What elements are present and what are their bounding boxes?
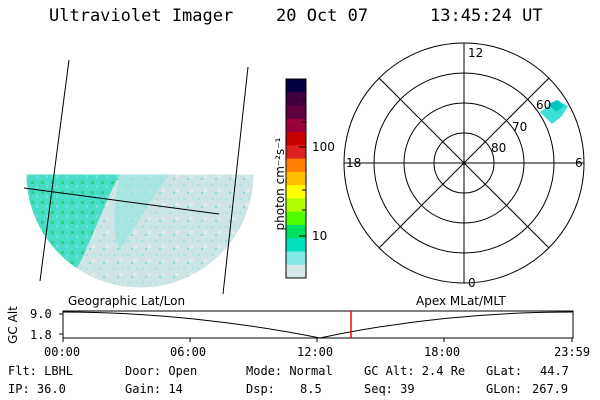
status-gcalt: GC Alt: 2.4 Re bbox=[364, 364, 466, 378]
mlt-label-0: 0 bbox=[468, 276, 476, 290]
altitude-ytick-min: 1.8 bbox=[30, 328, 52, 342]
mlt-label-18: 18 bbox=[346, 156, 362, 170]
geo-meridian-line bbox=[222, 66, 249, 295]
geo-image bbox=[23, 59, 255, 295]
status-dsp-label: Dsp: bbox=[246, 382, 275, 396]
colorbar-band bbox=[286, 238, 306, 252]
colorbar-band bbox=[286, 92, 306, 107]
status-glon-label: GLon: bbox=[486, 382, 523, 396]
status-glon-value: 267.9 bbox=[532, 382, 569, 396]
colorbar-band bbox=[286, 224, 306, 239]
altitude-curve bbox=[62, 311, 574, 339]
colorbar-band bbox=[286, 185, 306, 199]
altitude-xtick: 23:59 bbox=[554, 345, 591, 359]
colorbar-band bbox=[286, 79, 306, 93]
status-glat-value: 44.7 bbox=[540, 364, 569, 378]
status-ip: IP: 36.0 bbox=[8, 382, 66, 396]
colorbar-band bbox=[286, 118, 306, 133]
geo-meridian-line bbox=[39, 59, 70, 282]
altitude-xtick: 00:00 bbox=[44, 345, 81, 359]
lat-label-80: 80 bbox=[491, 141, 507, 155]
lat-label-60: 60 bbox=[536, 98, 552, 112]
colorbar-band bbox=[286, 171, 306, 186]
altitude-xtick: 06:00 bbox=[170, 345, 207, 359]
colorbar-band bbox=[286, 198, 306, 213]
status-glat-label: GLat: bbox=[486, 364, 523, 378]
status-mode: Mode: Normal bbox=[246, 364, 333, 378]
polar-plot bbox=[343, 42, 585, 284]
colorbar-band bbox=[286, 211, 306, 226]
altitude-ylabel: GC Alt bbox=[5, 306, 20, 344]
altitude-xtick: 18:00 bbox=[424, 345, 461, 359]
lat-label-70: 70 bbox=[512, 120, 528, 134]
mlt-label-6: 6 bbox=[575, 156, 583, 170]
mlt-label-12: 12 bbox=[468, 46, 484, 60]
colorbar-band bbox=[286, 132, 306, 146]
geo-parallel-line bbox=[23, 187, 220, 215]
colorbar-tick-100: 100 bbox=[312, 140, 335, 154]
status-dsp-value: 8.5 bbox=[300, 382, 322, 396]
colorbar-band bbox=[286, 264, 306, 279]
colorbar-band bbox=[286, 158, 306, 173]
apex-map-label: Apex MLat/MLT bbox=[416, 294, 506, 308]
colorbar-band bbox=[286, 145, 306, 160]
altitude-plot bbox=[59, 310, 574, 342]
instrument-title: Ultraviolet Imager bbox=[49, 6, 234, 26]
status-gain: Gain: 14 bbox=[125, 382, 183, 396]
colorbar-unit-label: photon cm⁻²s⁻¹ bbox=[273, 137, 287, 231]
colorbar-band bbox=[286, 105, 306, 120]
altitude-xtick: 12:00 bbox=[297, 345, 334, 359]
colorbar bbox=[285, 78, 307, 279]
date-label: 20 Oct 07 bbox=[276, 6, 369, 26]
status-filter: Flt: LBHL bbox=[8, 364, 74, 378]
time-label: 13:45:24 UT bbox=[430, 6, 543, 26]
colorbar-band bbox=[286, 251, 306, 266]
geo-map-label: Geographic Lat/Lon bbox=[68, 294, 186, 308]
status-seq: Seq: 39 bbox=[364, 382, 415, 396]
altitude-ytick-max: 9.0 bbox=[30, 307, 52, 321]
status-door: Door: Open bbox=[125, 364, 198, 378]
colorbar-tick-10: 10 bbox=[312, 229, 328, 243]
